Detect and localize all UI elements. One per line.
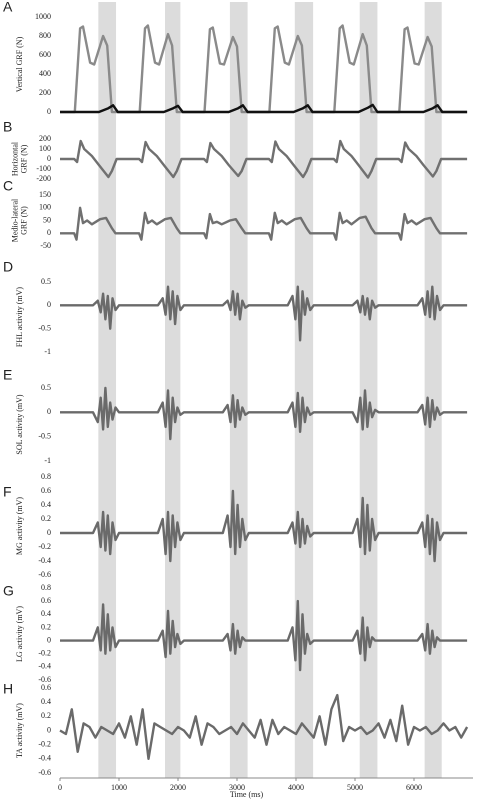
- y-axis-label: MG activity (mV): [15, 497, 24, 556]
- y-tick-label: 200: [39, 134, 51, 143]
- y-tick-label: 0: [47, 407, 51, 416]
- y-axis-label: Medio-lateral: [10, 198, 19, 242]
- y-tick-label: -50: [40, 241, 51, 250]
- x-tick-label: 2000: [170, 783, 186, 792]
- panel-letter: F: [3, 484, 12, 500]
- y-tick-label: 0.8: [41, 472, 51, 481]
- x-tick-label: 0: [58, 783, 62, 792]
- x-tick-label: 6000: [406, 783, 422, 792]
- data-line: [60, 386, 468, 441]
- y-tick-label: 0: [47, 300, 51, 309]
- y-axis-label: LG activity (mV): [15, 606, 24, 662]
- y-axis-label: Horizontal: [10, 141, 19, 176]
- y-tick-label: -0.4: [38, 556, 51, 565]
- panel-letter: E: [3, 367, 12, 383]
- panel-letter: D: [3, 259, 13, 275]
- y-tick-label: -200: [36, 174, 51, 183]
- data-line: [59, 693, 469, 760]
- data-line: [60, 489, 468, 563]
- y-tick-label: 400: [39, 69, 51, 78]
- y-tick-label: 0.6: [41, 596, 51, 605]
- y-tick-label: 200: [39, 88, 51, 97]
- shaded-span: [98, 2, 117, 778]
- y-tick-label: 0.6: [41, 683, 51, 692]
- shaded-span: [359, 2, 378, 778]
- y-tick-label: 0.4: [41, 609, 51, 618]
- y-tick-label: -0.5: [38, 323, 51, 332]
- y-tick-label: 100: [39, 203, 51, 212]
- panel-letter: H: [3, 681, 13, 697]
- y-tick-label: 0.2: [41, 711, 51, 720]
- y-tick-label: -100: [36, 164, 51, 173]
- shaded-span: [229, 2, 248, 778]
- panel-letter: C: [3, 178, 13, 194]
- shaded-span: [165, 2, 181, 778]
- y-tick-label: -1: [44, 347, 51, 356]
- y-tick-label: 1000: [35, 12, 51, 21]
- y-axis-label: Vertical GRF (N): [15, 36, 24, 92]
- y-tick-label: 0: [47, 725, 51, 734]
- y-tick-label: -0.4: [38, 754, 51, 763]
- data-line: [60, 139, 468, 179]
- data-line: [60, 599, 468, 672]
- y-tick-label: 0: [47, 107, 51, 116]
- panel-letter: B: [3, 119, 12, 135]
- data-line: [60, 206, 468, 241]
- y-tick-label: 0.4: [41, 500, 51, 509]
- y-tick-label: -0.6: [38, 675, 51, 684]
- x-tick-label: 4000: [288, 783, 304, 792]
- y-tick-label: -0.5: [38, 431, 51, 440]
- panel-letter: G: [3, 583, 14, 599]
- y-tick-label: 0: [47, 528, 51, 537]
- y-tick-label: 0.2: [41, 622, 51, 631]
- y-axis-label: GRF (N): [19, 206, 28, 235]
- y-axis-label: TA activity (mV): [15, 703, 24, 758]
- y-tick-label: -0.2: [38, 649, 51, 658]
- y-tick-label: 600: [39, 50, 51, 59]
- shaded-span: [294, 2, 314, 778]
- data-line: [60, 103, 468, 114]
- y-tick-label: 0.4: [41, 697, 51, 706]
- y-tick-label: -0.6: [38, 570, 51, 579]
- y-axis-label: GRF (N): [19, 144, 28, 173]
- y-tick-label: -0.2: [38, 739, 51, 748]
- y-tick-label: 0.8: [41, 583, 51, 592]
- y-axis-label: FHL activity (mV): [15, 287, 24, 347]
- y-tick-label: 0: [47, 228, 51, 237]
- y-tick-label: -0.2: [38, 542, 51, 551]
- data-line: [60, 24, 468, 114]
- x-axis-label: Time (ms): [230, 790, 264, 799]
- y-tick-label: -0.4: [38, 662, 51, 671]
- x-tick-label: 1000: [111, 783, 127, 792]
- y-tick-label: 800: [39, 31, 51, 40]
- y-tick-label: 150: [39, 190, 51, 199]
- y-tick-label: 0.2: [41, 514, 51, 523]
- y-axis-label: SOL activity (mV): [15, 394, 24, 454]
- panel-letter: A: [3, 0, 13, 15]
- shaded-span: [424, 2, 442, 778]
- data-line: [60, 285, 468, 342]
- y-tick-label: -0.6: [38, 768, 51, 777]
- x-tick-label: 5000: [347, 783, 363, 792]
- x-tick-label: 3000: [229, 783, 245, 792]
- y-tick-label: 0.5: [41, 277, 51, 286]
- y-tick-label: 100: [39, 144, 51, 153]
- y-tick-label: -1: [44, 456, 51, 465]
- y-tick-label: 0: [47, 635, 51, 644]
- y-tick-label: 0: [47, 154, 51, 163]
- y-tick-label: 50: [43, 215, 51, 224]
- y-tick-label: 0.5: [41, 383, 51, 392]
- y-tick-label: 0.6: [41, 486, 51, 495]
